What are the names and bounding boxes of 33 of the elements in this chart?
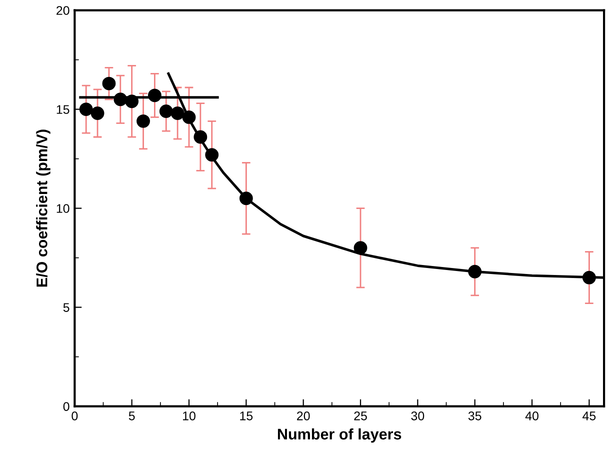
point xyxy=(79,102,93,116)
point xyxy=(182,110,196,124)
y-axis-title: E/O coefficient (pm/V) xyxy=(36,130,50,287)
point xyxy=(205,148,219,162)
y-tick-label: 20 xyxy=(56,6,70,15)
y-tick-label: 10 xyxy=(56,204,70,213)
x-tick-label: 35 xyxy=(468,411,482,420)
x-axis-title: Number of layers xyxy=(278,428,402,443)
point xyxy=(582,270,596,284)
point xyxy=(170,106,184,120)
point xyxy=(194,130,208,144)
x-tick-label: 20 xyxy=(297,411,310,420)
point xyxy=(102,76,116,90)
point xyxy=(239,192,253,206)
x-tick-label: 0 xyxy=(72,411,78,420)
x-tick-label: 40 xyxy=(525,411,538,420)
x-tick-label: 45 xyxy=(582,412,596,420)
x-tick-label: 25 xyxy=(354,411,367,420)
point xyxy=(136,114,150,128)
point xyxy=(148,88,162,102)
point xyxy=(354,241,368,255)
point xyxy=(114,92,128,106)
y-tick-label: 0 xyxy=(63,402,70,411)
x-tick-label: 10 xyxy=(183,411,196,420)
point xyxy=(90,106,104,120)
y-tick-label: 5 xyxy=(63,303,70,312)
point xyxy=(125,94,139,108)
x-tick-label: 30 xyxy=(411,411,424,420)
y-tick-label: 15 xyxy=(56,105,70,114)
x-tick-label: 15 xyxy=(240,412,253,420)
x-tick-label: 5 xyxy=(128,412,135,420)
point xyxy=(468,264,482,278)
point xyxy=(159,104,173,118)
